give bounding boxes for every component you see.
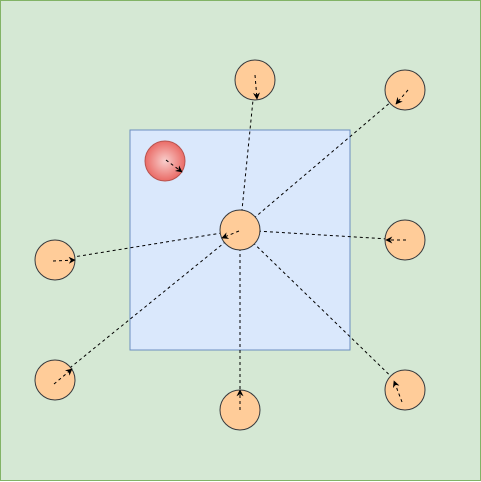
arrow-left-icon — [52, 256, 76, 264]
node-left[interactable] — [34, 239, 76, 281]
link-center-left — [54, 229, 241, 261]
node-top[interactable] — [234, 59, 276, 101]
link-center-bottom-right — [239, 229, 406, 391]
link-center-top — [239, 79, 256, 231]
arrow-group — [52, 74, 409, 410]
node-bottom-left[interactable] — [34, 359, 76, 401]
arrow-bottom-right-icon — [392, 380, 403, 403]
node-top-right[interactable] — [384, 69, 426, 111]
node-bottom-right[interactable] — [384, 369, 426, 411]
arrow-top-icon — [252, 74, 260, 100]
link-group — [54, 79, 406, 410]
node-center[interactable] — [219, 209, 261, 251]
arrow-bottom-left-icon — [53, 368, 73, 385]
link-center-top-right — [239, 89, 406, 231]
node-group — [34, 59, 426, 431]
link-center-bottom-left — [54, 229, 241, 381]
node-special[interactable] — [144, 140, 186, 182]
